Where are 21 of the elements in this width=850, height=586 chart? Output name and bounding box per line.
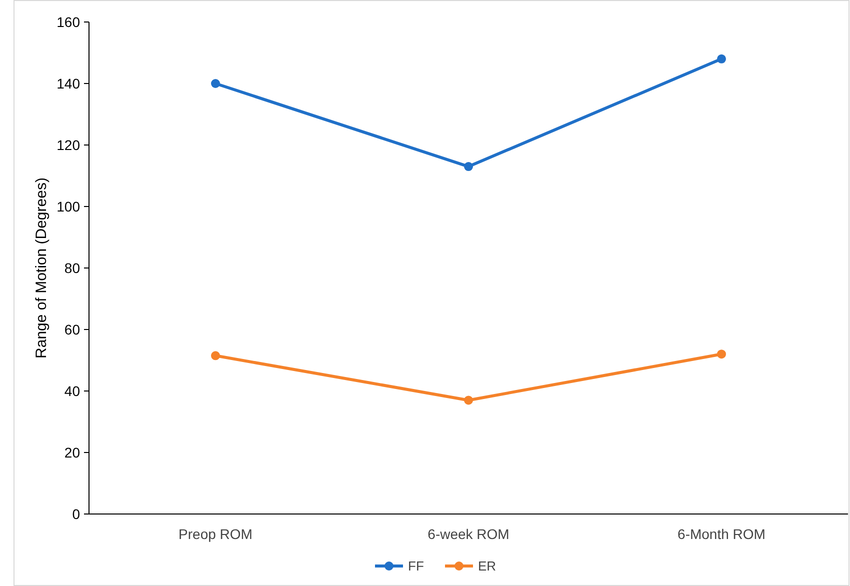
y-tick-label: 160 <box>56 14 80 30</box>
x-tick-label: 6-week ROM <box>428 526 510 542</box>
y-tick-label: 140 <box>56 75 80 92</box>
x-tick-label: 6-Month ROM <box>678 526 766 542</box>
legend-label: FF <box>408 558 424 574</box>
y-tick-label: 100 <box>56 198 80 214</box>
legend-label: ER <box>478 558 496 574</box>
y-tick-label: 40 <box>64 382 80 399</box>
y-axis-title: Range of Motion (Degrees) <box>33 178 50 358</box>
y-tick-label: 60 <box>64 321 80 338</box>
y-tick-label: 80 <box>64 260 80 276</box>
y-tick-label: 20 <box>64 444 80 460</box>
point <box>211 351 220 360</box>
point <box>717 350 726 359</box>
x-tick-label: Preop ROM <box>178 526 252 542</box>
point <box>464 162 473 172</box>
point <box>717 54 726 64</box>
y-tick-label: 0 <box>72 506 80 522</box>
y-tick-label: 120 <box>56 136 80 153</box>
point <box>211 79 220 88</box>
point <box>464 396 473 405</box>
